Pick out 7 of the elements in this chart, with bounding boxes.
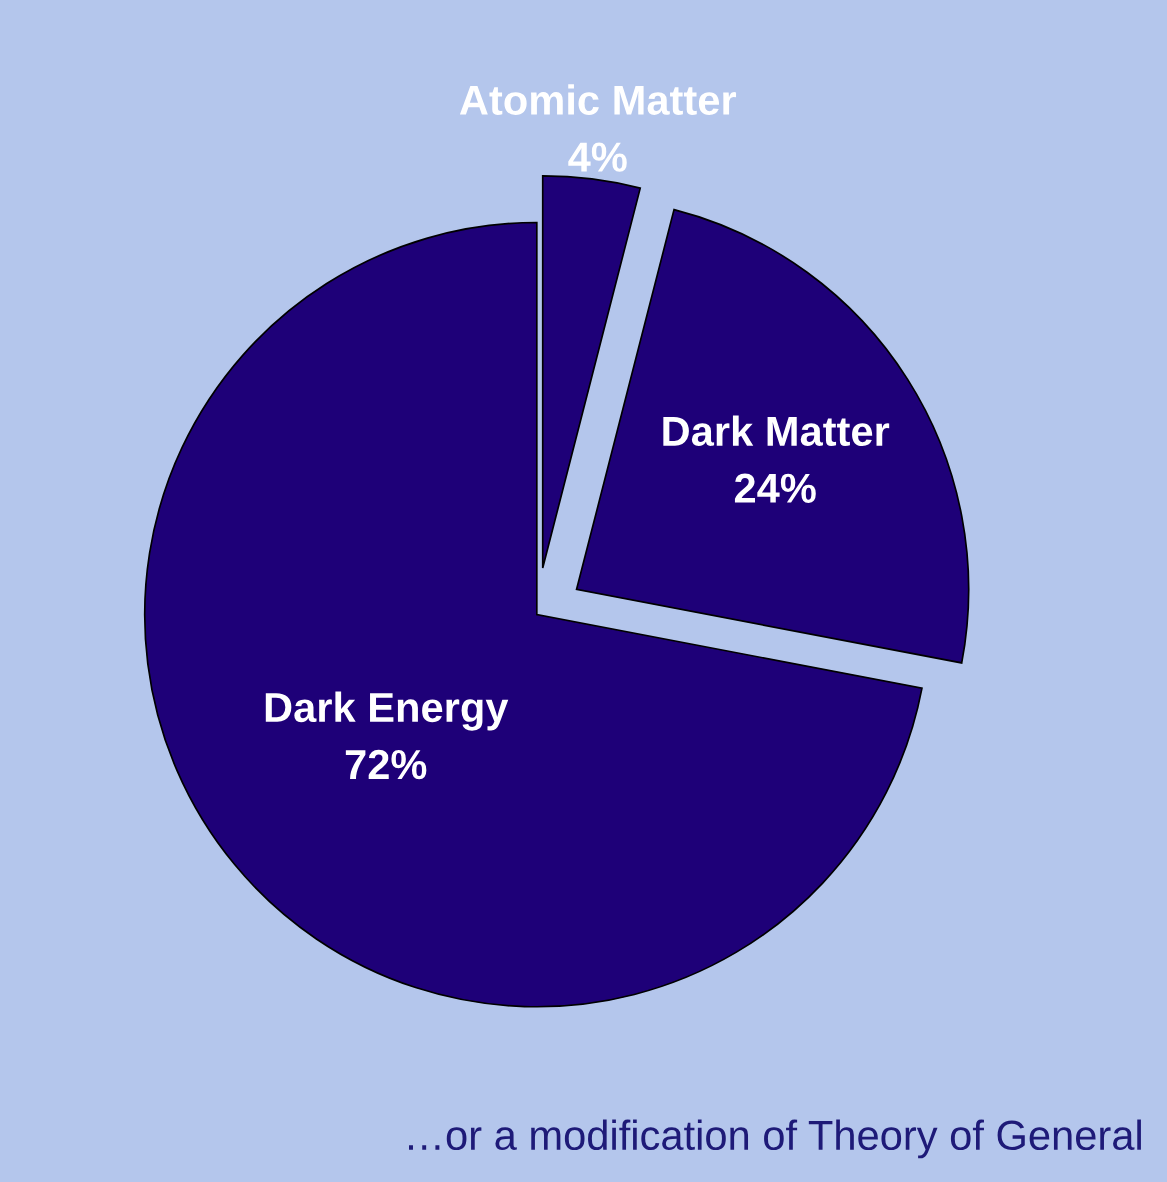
slice-label: Atomic Matter [459, 84, 737, 115]
data-label: 24% [734, 473, 816, 503]
data-label: 72% [345, 749, 427, 780]
slice-label: Dark Energy [265, 691, 509, 731]
text: …or a modification of Theory of General [409, 1119, 1141, 1159]
slice-label: Dark Matter [663, 415, 890, 447]
data-label: 4% [568, 142, 627, 172]
